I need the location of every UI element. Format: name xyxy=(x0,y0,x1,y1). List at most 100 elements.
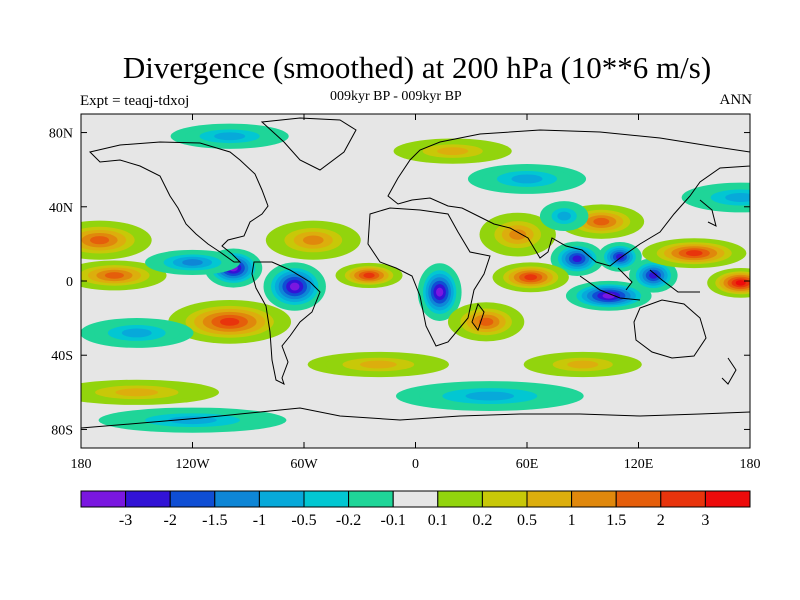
colorbar-swatch xyxy=(704,490,751,508)
divergence-feature xyxy=(81,260,167,291)
colorbar-level-label: 2 xyxy=(657,512,665,529)
x-tick-label: 180 xyxy=(740,457,761,472)
divergence-feature xyxy=(479,212,556,257)
colorbar-swatch xyxy=(526,490,573,508)
coastline-madagascar xyxy=(471,302,485,332)
divergence-feature xyxy=(550,241,604,276)
divergence-feature xyxy=(265,220,361,260)
contour-fill xyxy=(363,272,375,279)
colorbar-level-label: 1.5 xyxy=(606,512,626,529)
contour-fill xyxy=(572,255,582,263)
divergence-feature xyxy=(170,123,289,149)
coastline-south-america xyxy=(251,261,321,385)
contour-fill xyxy=(437,147,469,156)
contour-fill xyxy=(478,317,494,326)
y-tick-label: 40S xyxy=(51,349,73,364)
contour-fill xyxy=(168,416,217,425)
contour-fill xyxy=(436,287,444,297)
divergence-feature xyxy=(629,258,678,293)
colorbar-swatch xyxy=(437,490,483,508)
contour-fill xyxy=(303,235,324,245)
x-tick-label: 60E xyxy=(516,457,539,472)
colorbar-swatch xyxy=(615,490,662,508)
chart-subtitle: 009kyr BP - 009kyr BP xyxy=(330,89,462,104)
y-tick-label: 40N xyxy=(49,201,73,216)
colorbar-level-label: -0.2 xyxy=(336,512,361,529)
contour-fill xyxy=(359,360,397,369)
colorbar: -3 -2 -1.5 -1 -0.5 -0.2 -0.1 0.1 0.2 0.5 1 1.5 2 3 xyxy=(80,490,751,529)
colorbar-swatch xyxy=(258,490,305,508)
x-tick-label: 180 xyxy=(71,457,92,472)
season-label: ANN xyxy=(719,92,753,108)
contour-fill xyxy=(524,274,538,281)
divergence-feature xyxy=(467,164,587,194)
divergence-feature xyxy=(565,280,652,311)
contour-fill xyxy=(735,280,746,286)
divergence-feature xyxy=(81,220,152,260)
divergence-feature xyxy=(707,267,750,298)
coastline-eurasia xyxy=(387,129,750,267)
divergence-feature xyxy=(417,263,462,321)
contour-fill xyxy=(104,272,124,279)
divergence-feature xyxy=(335,262,403,289)
colorbar-level-label: -1.5 xyxy=(202,512,227,529)
colorbar-level-label: -1 xyxy=(253,512,266,529)
divergence-feature xyxy=(81,318,194,348)
divergence-feature xyxy=(145,249,240,276)
colorbar-level-label: -0.1 xyxy=(381,512,406,529)
colorbar-swatch xyxy=(392,490,439,508)
colorbar-level-label: 0.2 xyxy=(472,512,492,529)
divergence-feature xyxy=(98,407,287,433)
coastline-greenland xyxy=(260,117,357,171)
colorbar-swatch xyxy=(125,490,171,508)
colorbar-swatch xyxy=(481,490,528,508)
colorbar-swatch xyxy=(80,490,127,508)
divergence-feature xyxy=(168,299,292,344)
colorbar-swatch xyxy=(303,490,350,508)
contour-fill xyxy=(182,259,203,266)
coastline-africa xyxy=(367,207,491,347)
contour-fill xyxy=(593,217,610,226)
divergence-feature xyxy=(598,241,642,272)
colorbar-swatch xyxy=(169,490,216,508)
contour-fill xyxy=(115,388,159,397)
contour-fill xyxy=(465,391,515,401)
contour-fill xyxy=(509,229,527,240)
coastline-japan xyxy=(699,199,717,227)
colorbar-swatch xyxy=(660,490,706,508)
contour-fill xyxy=(289,282,300,291)
contour-fill xyxy=(685,250,703,257)
contour-fill xyxy=(567,360,599,369)
y-tick-label: 0 xyxy=(66,275,73,290)
coastline-new-zealand xyxy=(721,357,737,385)
y-tick-label: 80N xyxy=(49,127,73,142)
x-tick-label: 0 xyxy=(412,457,419,472)
divergence-feature xyxy=(523,351,642,378)
x-tick-label: 60W xyxy=(290,457,318,472)
colorbar-level-label: 1 xyxy=(568,512,576,529)
divergence-feature xyxy=(681,182,750,213)
divergence-feature xyxy=(395,381,584,411)
divergence-feature xyxy=(81,379,220,405)
divergence-feature xyxy=(539,201,589,231)
coastline-australia xyxy=(633,299,707,359)
experiment-label: Expt = teaqj-tdxoj xyxy=(80,93,190,109)
colorbar-swatch xyxy=(348,490,394,508)
colorbar-swatch xyxy=(571,490,617,508)
colorbar-level-label: -3 xyxy=(119,512,132,529)
colorbar-level-label: 0.5 xyxy=(517,512,537,529)
colorbar-level-label: -2 xyxy=(164,512,177,529)
colorbar-level-label: 3 xyxy=(701,512,709,529)
contour-fill xyxy=(220,317,240,326)
colorbar-swatch xyxy=(214,490,260,508)
y-tick-label: 80S xyxy=(51,423,73,438)
coastlines xyxy=(81,117,750,429)
contour-fill xyxy=(649,272,658,279)
contour-fill xyxy=(615,253,624,260)
divergence-feature xyxy=(447,302,525,342)
divergence-feature xyxy=(642,238,747,269)
divergence-feature xyxy=(263,262,326,311)
divergence-feature xyxy=(393,138,512,164)
contour-fill xyxy=(725,193,750,202)
